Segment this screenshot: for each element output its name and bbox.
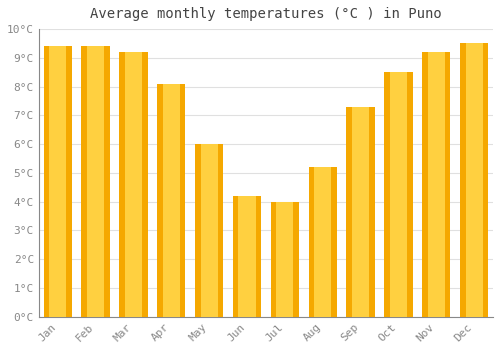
Bar: [49, 46, 66, 317]
Bar: [270, 202, 299, 317]
Bar: [233, 196, 261, 317]
Bar: [308, 167, 337, 317]
Bar: [314, 167, 331, 317]
Bar: [195, 144, 224, 317]
Bar: [460, 43, 488, 317]
Bar: [119, 52, 148, 317]
Bar: [352, 107, 369, 317]
Bar: [82, 46, 110, 317]
Bar: [200, 144, 218, 317]
Bar: [163, 84, 180, 317]
Bar: [422, 52, 450, 317]
Bar: [346, 107, 375, 317]
Bar: [157, 84, 186, 317]
Bar: [390, 72, 407, 317]
Bar: [44, 46, 72, 317]
Bar: [466, 43, 482, 317]
Bar: [276, 202, 293, 317]
Bar: [428, 52, 445, 317]
Bar: [238, 196, 256, 317]
Bar: [125, 52, 142, 317]
Bar: [87, 46, 104, 317]
Title: Average monthly temperatures (°C ) in Puno: Average monthly temperatures (°C ) in Pu…: [90, 7, 442, 21]
Bar: [384, 72, 412, 317]
